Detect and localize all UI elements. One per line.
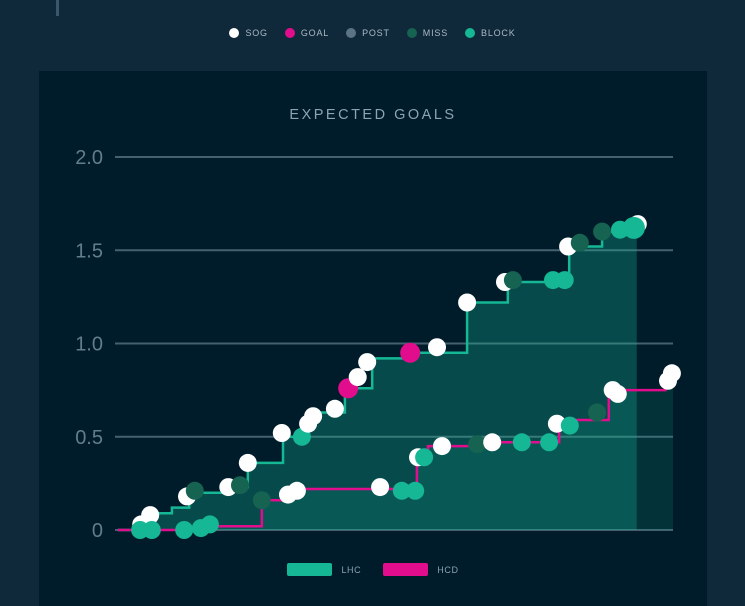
legend-item-post[interactable]: POST [346, 28, 390, 38]
y-tick-label: 1.5 [75, 240, 103, 262]
hcd-event-miss[interactable] [588, 403, 607, 422]
top-bar: SOG GOAL POST MISS BLOCK [0, 0, 745, 71]
legend-item-goal[interactable]: GOAL [284, 28, 330, 38]
lhc-event-block[interactable] [622, 216, 645, 239]
chart-title: EXPECTED GOALS [289, 107, 457, 123]
sog-legend-dot-icon [229, 28, 240, 38]
lhc-event-miss[interactable] [185, 481, 204, 500]
lhc-event-sog[interactable] [304, 407, 323, 426]
hcd-event-sog[interactable] [483, 433, 502, 452]
hcd-event-sog[interactable] [433, 437, 451, 456]
lhc-event-miss[interactable] [593, 222, 612, 241]
y-tick-label: 0.5 [75, 427, 103, 449]
hcd-event-block[interactable] [392, 481, 411, 500]
legend-item-label: SOG [245, 28, 268, 38]
post-legend-dot-icon [346, 28, 357, 38]
team-legend: LHC HCD [39, 563, 707, 576]
block-legend-dot-icon [465, 28, 476, 38]
team-legend-item-hcd[interactable]: HCD [383, 563, 458, 576]
goal-legend-dot-icon [284, 28, 295, 38]
legend-item-label: MISS [422, 28, 449, 38]
hcd-event-block[interactable] [142, 521, 161, 539]
lhc-event-sog[interactable] [325, 399, 344, 418]
shot-event-legend: SOG GOAL POST MISS BLOCK [0, 28, 745, 38]
scrollbar-tick [56, 0, 59, 16]
lhc-color-swatch [287, 563, 333, 576]
hcd-event-block[interactable] [560, 416, 579, 435]
hcd-event-block[interactable] [175, 521, 194, 539]
team-legend-label: HCD [437, 564, 459, 575]
hcd-event-block[interactable] [406, 481, 425, 500]
team-legend-item-lhc[interactable]: LHC [287, 563, 361, 576]
lhc-event-sog[interactable] [272, 424, 291, 442]
y-tick-label: 1.0 [75, 334, 103, 356]
hcd-color-swatch [383, 563, 429, 576]
lhc-event-sog[interactable] [428, 338, 446, 357]
legend-item-sog[interactable]: SOG [229, 28, 267, 38]
lhc-event-block[interactable] [555, 271, 574, 290]
lhc-event-sog[interactable] [458, 293, 477, 312]
hcd-event-sog[interactable] [371, 478, 390, 497]
hcd-event-sog[interactable] [662, 364, 681, 383]
hcd-area-fill [117, 378, 674, 530]
legend-item-block[interactable]: BLOCK [465, 28, 516, 38]
lhc-event-sog[interactable] [141, 506, 160, 525]
lhc-event-miss[interactable] [231, 476, 249, 495]
hcd-event-block[interactable] [200, 515, 219, 534]
hcd-event-sog[interactable] [608, 384, 627, 403]
miss-legend-dot-icon [406, 28, 417, 38]
hcd-event-block[interactable] [540, 433, 559, 452]
hcd-event-block[interactable] [512, 433, 531, 452]
y-tick-label: 2.0 [75, 147, 103, 169]
hcd-event-sog[interactable] [287, 481, 306, 500]
expected-goals-step-chart[interactable]: 2.0 1.5 1.0 0.5 0 [39, 71, 707, 606]
team-legend-label: LHC [341, 564, 362, 575]
hcd-event-block[interactable] [415, 448, 434, 467]
lhc-event-sog[interactable] [238, 453, 257, 472]
legend-item-label: POST [362, 28, 390, 38]
hcd-event-miss[interactable] [252, 491, 271, 510]
lhc-event-miss[interactable] [570, 233, 589, 252]
y-tick-label: 0 [92, 520, 103, 542]
hcd-event-miss[interactable] [468, 435, 487, 454]
legend-item-miss[interactable]: MISS [406, 28, 449, 38]
lhc-event-sog[interactable] [348, 368, 367, 387]
lhc-event-goal[interactable] [400, 342, 421, 363]
lhc-event-miss[interactable] [503, 271, 522, 290]
legend-item-label: BLOCK [481, 28, 516, 38]
lhc-event-sog[interactable] [358, 353, 377, 372]
legend-item-label: GOAL [300, 28, 330, 38]
expected-goals-card: EXPECTED GOALS 2.0 1.5 1.0 0.5 0 LHC HCD [39, 71, 707, 606]
